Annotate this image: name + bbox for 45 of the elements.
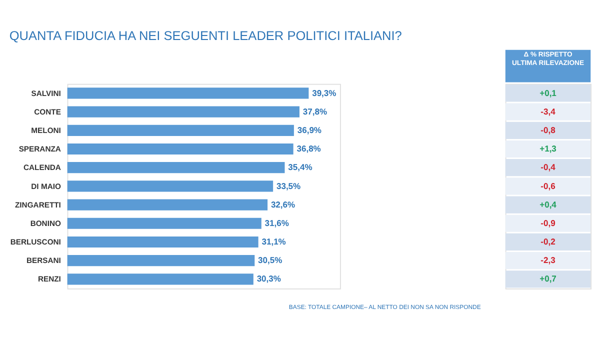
data-label: +1,3 [540,144,557,154]
data-label: -2,3 [540,255,556,266]
bar [67,236,258,248]
y-tick-label: BERSANI [26,256,61,266]
bar [67,218,262,229]
data-label: 35,4% [288,162,313,172]
data-label: -0,4 [540,162,556,172]
bar [67,180,274,192]
data-label: -3,4 [540,106,556,116]
data-label: -0,2 [540,236,556,247]
bar [67,106,300,118]
y-tick-label: SPERANZA [18,144,62,154]
bar [67,255,255,266]
data-label: 36,8% [296,144,322,154]
bar [67,274,254,285]
data-label: 37,8% [302,106,328,116]
y-tick-label: SALVINI [31,88,61,98]
bar [67,199,268,210]
data-label: 31,1% [262,236,286,247]
data-label: 32,6% [270,199,296,210]
y-tick-label: RENZI [38,274,61,284]
data-label: -0,9 [540,218,556,228]
bar [67,88,309,99]
bar [67,124,294,136]
y-tick-label: CONTE [34,107,61,116]
bar [67,162,285,174]
data-label: 39,3% [312,88,337,98]
data-label: +0,4 [540,199,557,210]
data-label: 36,9% [297,124,322,135]
bar [67,143,294,155]
data-label: 30,5% [258,255,283,266]
y-tick-label: CALENDA [24,163,62,172]
data-label: +0,1 [540,88,557,98]
y-tick-label: MELONI [31,126,61,135]
data-label: 31,6% [264,218,290,228]
chart-title: QUANTA FIDUCIA HA NEI SEGUENTI LEADER POLITICI ITALIANI? [9,28,402,44]
data-label: 33,5% [276,180,302,191]
y-tick-label: BONINO [30,218,61,228]
y-tick-label: DI MAIO [31,182,61,191]
data-label: +0,7 [540,274,557,284]
data-label: -0,8 [540,124,556,135]
data-label: 30,3% [256,274,282,284]
y-tick-label: BERLUSCONI [10,238,61,247]
y-tick-label: ZINGARETTI [15,200,61,210]
data-label: -0,6 [540,180,556,191]
